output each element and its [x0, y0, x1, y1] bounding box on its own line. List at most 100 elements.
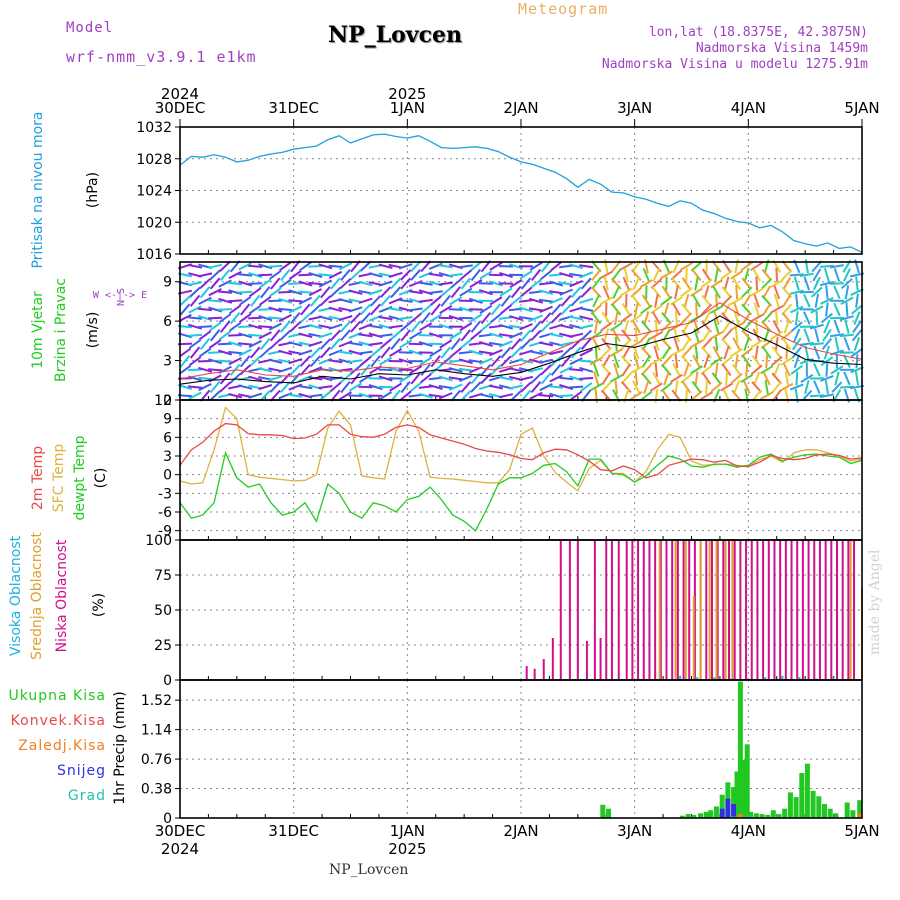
wind-arrow: [753, 371, 761, 386]
wind-arrow: [399, 373, 413, 383]
wind-arrow: [751, 355, 762, 368]
wind-arrow: [378, 333, 393, 338]
wind-arrow: [268, 358, 283, 364]
wind-arrow: [579, 359, 594, 363]
cloud-ytick-label: 25: [154, 638, 172, 654]
wind-arrow: [809, 342, 824, 346]
wind-arrow: [569, 368, 584, 372]
wind-arrow: [520, 338, 532, 350]
precip-ytick-label: 0.76: [141, 752, 172, 768]
wind-arrow: [370, 355, 381, 368]
wind-arrow: [290, 312, 301, 325]
wind-arrow: [560, 294, 572, 307]
wind-arrow: [439, 304, 453, 314]
wind-arrow: [752, 268, 762, 282]
wind-arrow: [210, 329, 221, 342]
wind-arrow: [449, 278, 462, 289]
temperature-frame: [179, 399, 863, 541]
wind-arrow: [228, 299, 243, 303]
top-date-label: 30DEC: [155, 99, 206, 117]
wind-arrow: [329, 286, 342, 298]
wind-arrow: [438, 375, 453, 382]
top-date-label: 3JAN: [617, 99, 652, 117]
wind-arrow: [530, 372, 542, 385]
wind-arrow: [661, 285, 672, 299]
wind-arrow: [580, 337, 592, 350]
wind-compass-ns: N S: [116, 288, 127, 306]
wind-arrow: [833, 285, 841, 300]
precip-bar: [787, 792, 793, 818]
wind-arrow: [238, 290, 253, 294]
bottom-date-label: 2JAN: [503, 822, 538, 840]
wind-arrow: [259, 278, 272, 289]
precip-legend-item: Snijeg: [57, 763, 106, 779]
wind-arrow: [580, 329, 592, 341]
wind-arrow: [843, 371, 851, 386]
temp-unit: (C): [93, 468, 109, 489]
wind-arrow: [609, 374, 623, 383]
wind-arrow: [548, 385, 564, 389]
wind-arrow: [620, 313, 633, 324]
precip-bar: [759, 814, 765, 818]
wind-arrow: [318, 315, 333, 321]
wind-arrow: [359, 260, 372, 272]
wind-arrow: [570, 286, 582, 299]
wind-arrow: [228, 350, 243, 355]
wind-arrow: [248, 333, 263, 337]
wind-arrow: [360, 363, 371, 376]
wind-arrow: [258, 273, 273, 277]
wind-arrow: [258, 331, 272, 340]
precip-bar: [827, 808, 833, 818]
bottom-date-label: 4JAN: [731, 822, 766, 840]
wind-arrow: [289, 364, 301, 376]
wind-arrow: [408, 349, 423, 356]
precip-bar: [731, 787, 737, 818]
wind-arrow: [209, 390, 221, 402]
wind-arrow: [774, 336, 779, 352]
wind-ytick-label: 9: [163, 275, 172, 291]
wind-arrow: [519, 306, 533, 313]
wind-arrow: [793, 354, 800, 369]
wind-arrow: [238, 384, 253, 390]
wind-arrow: [378, 263, 393, 269]
wind-arrow: [348, 359, 363, 364]
wind-arrow: [187, 281, 203, 287]
wind-arrow: [268, 306, 283, 313]
wind-arrow: [409, 381, 422, 393]
wind-arrow: [269, 269, 282, 280]
wind-arrow: [479, 270, 493, 280]
precip-bar: [850, 810, 856, 818]
wind-arrow: [318, 279, 333, 288]
wind-arrow: [499, 304, 513, 315]
wind-arrow: [440, 294, 451, 307]
wind-arrow: [198, 307, 213, 312]
wind-arrow: [829, 264, 844, 269]
wind-arrow: [520, 381, 532, 393]
wind-arrow: [623, 319, 630, 334]
wind-arrow: [288, 305, 303, 314]
wind-arrow: [379, 356, 393, 366]
wind-arrow: [390, 286, 402, 299]
wind-arrow: [825, 285, 829, 300]
wind-arrow: [743, 336, 750, 351]
wind-arrow: [248, 316, 263, 320]
wind-arrow: [298, 332, 313, 338]
wind-arrow: [750, 261, 764, 272]
wind-arrow: [711, 372, 722, 385]
wind-arrow: [661, 346, 672, 360]
wind-arrow: [820, 374, 834, 382]
wind-arrow: [208, 339, 222, 349]
wind-arrow: [734, 354, 739, 369]
wind-arrow: [713, 319, 720, 334]
wind-arrow: [549, 332, 564, 338]
wind-arrow: [298, 280, 313, 287]
wind-arrow: [358, 385, 373, 389]
wind-arrow: [530, 381, 542, 394]
wind-arrow: [642, 268, 651, 282]
wind-arrow: [448, 315, 463, 322]
wind-arrow: [740, 373, 754, 383]
wind-arrow: [761, 268, 772, 282]
precip-bar: [753, 813, 759, 818]
wind-arrow: [614, 311, 619, 326]
wind-arrow: [580, 277, 592, 290]
